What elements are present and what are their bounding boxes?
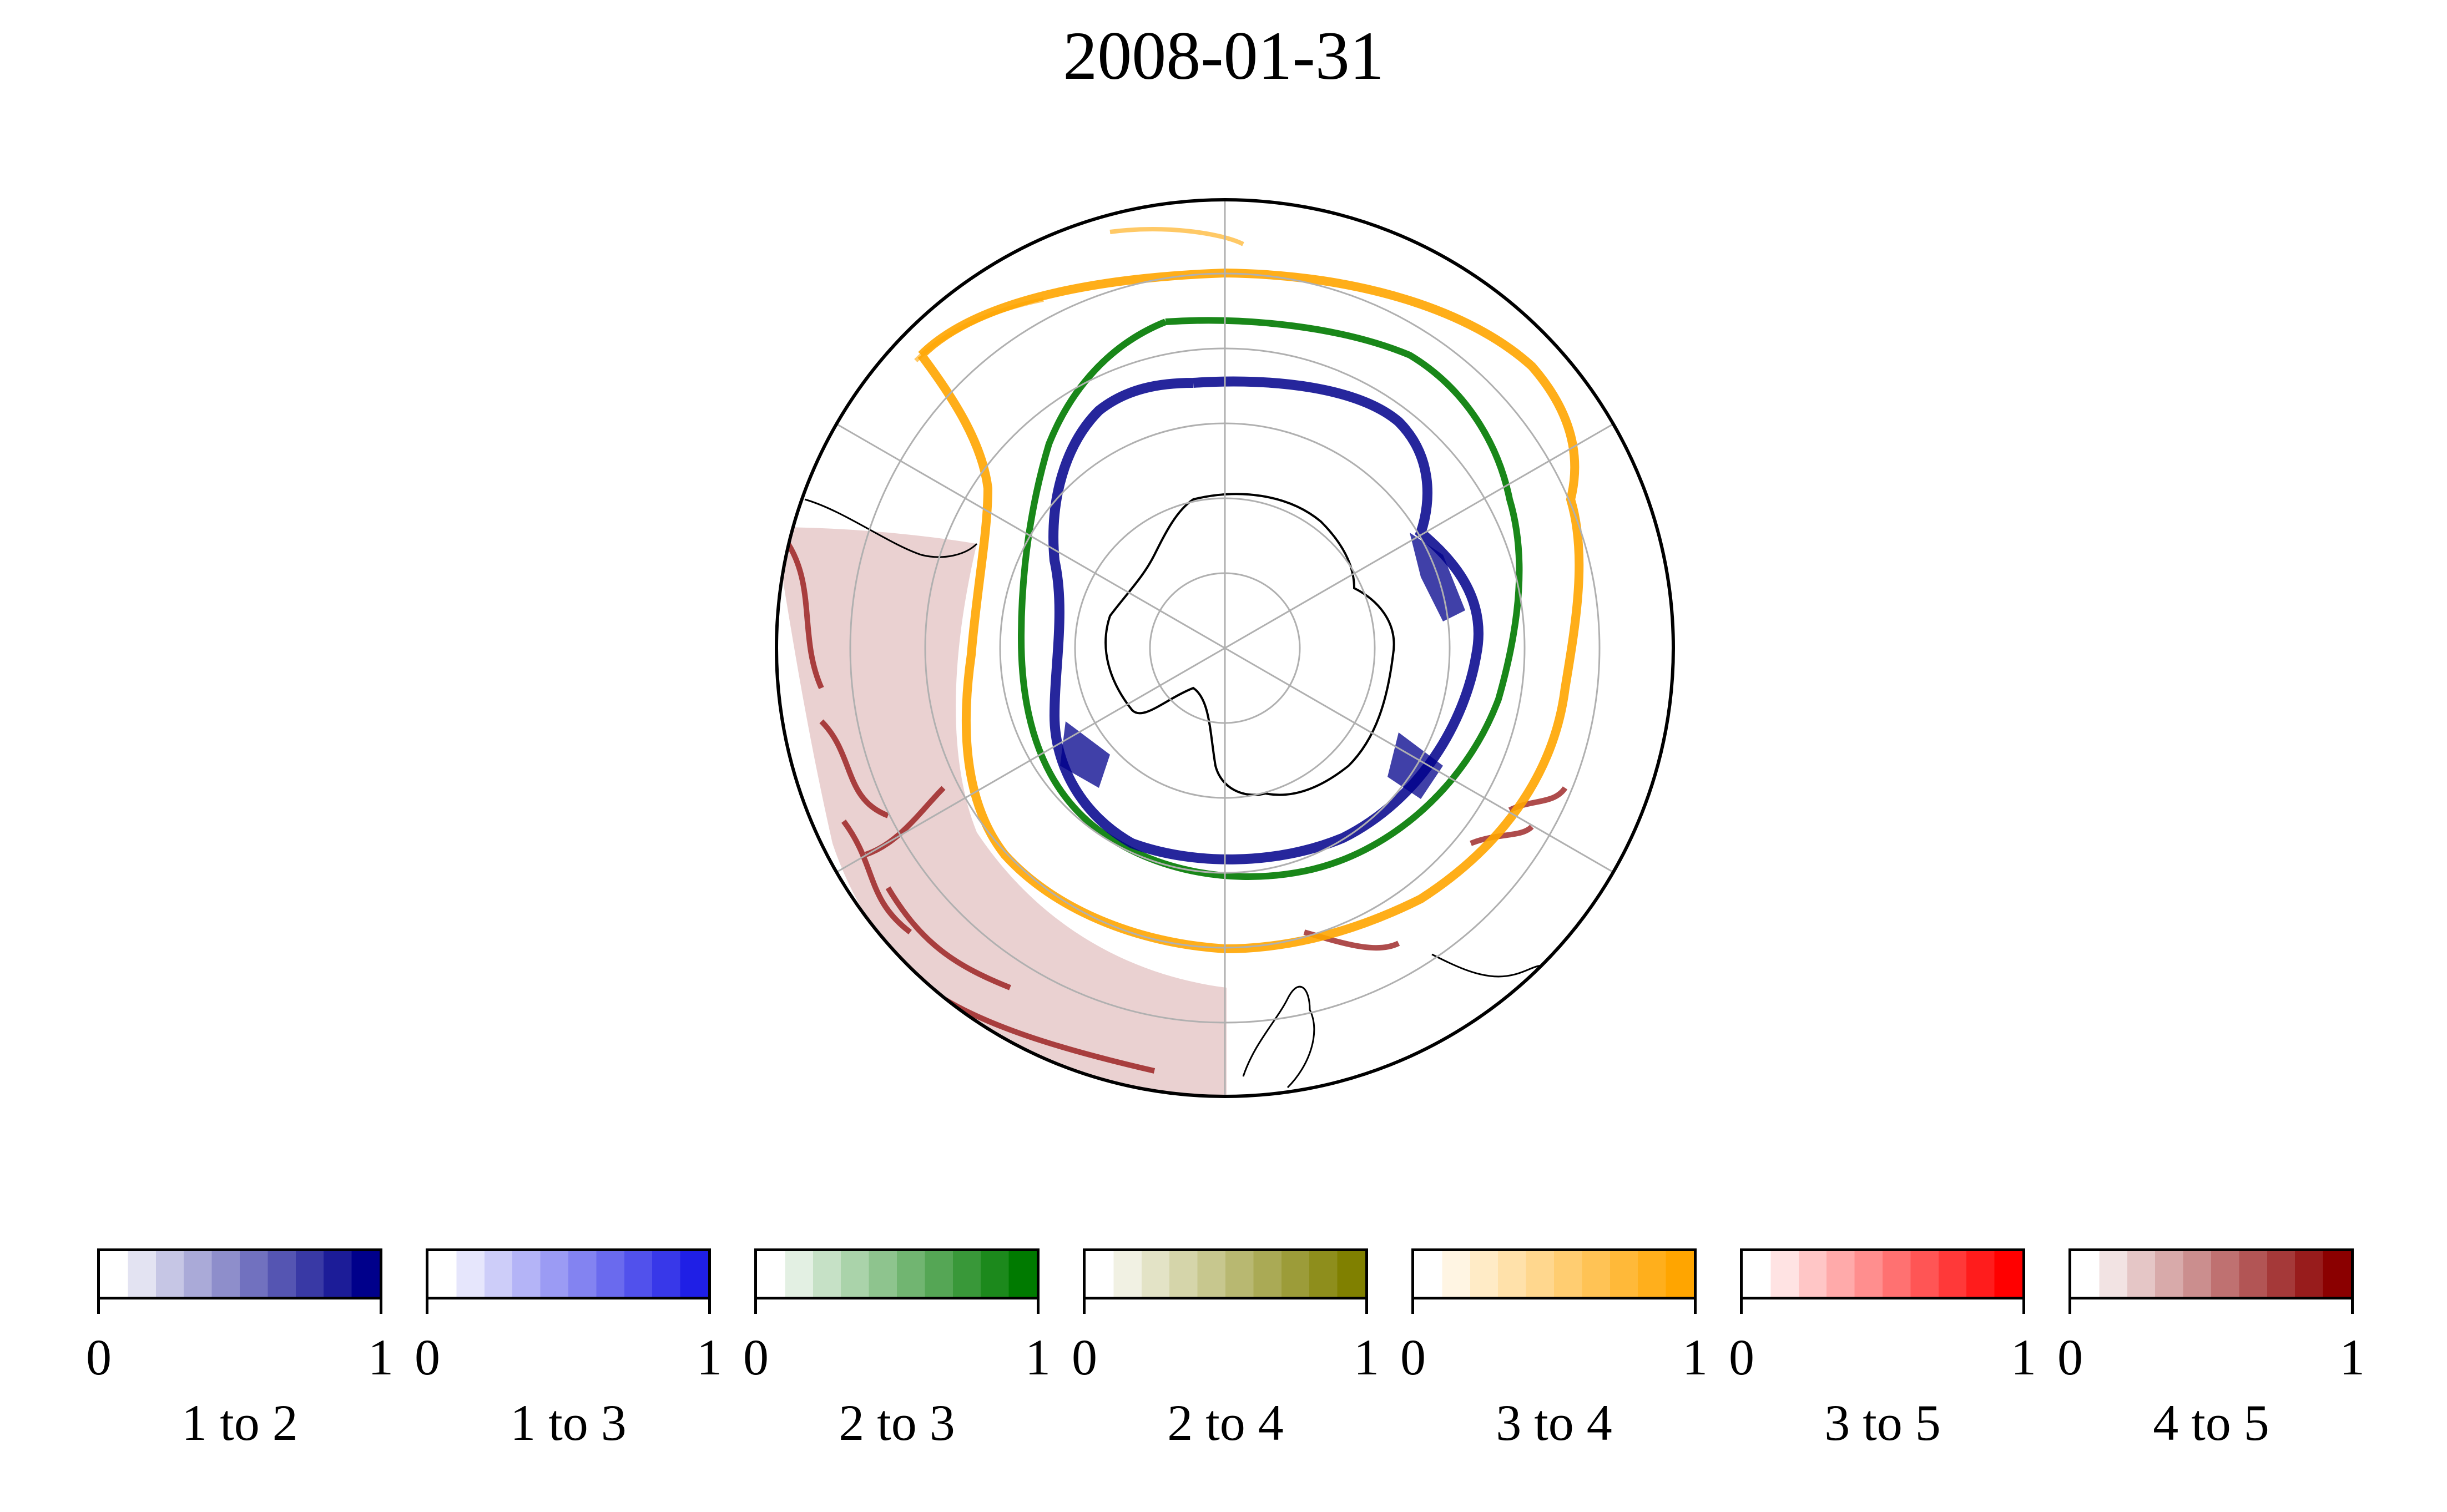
graticule [836,200,1614,1096]
front-1to2-patches [1060,533,1465,799]
map-title: 2008-01-31 [1063,18,1384,94]
colorbar-gradient [426,1248,711,1299]
colorbar-max-label: 1 [368,1329,393,1385]
antarctica-coast [1104,493,1395,796]
colorbar-label: 3 to 4 [1496,1394,1612,1451]
region-4to5-west [776,527,1227,1096]
colorbar-tick [2351,1299,2354,1314]
colorbar-tick [2022,1299,2025,1314]
region-4to5-west-streaks [785,542,1156,1074]
front-2to3 [1017,317,1523,880]
colorbar-tick [1365,1299,1368,1314]
colorbar-max-label: 1 [2339,1329,2365,1385]
colorbar-tick [1694,1299,1697,1314]
colorbar-gradient [97,1248,382,1299]
australia-nz-coast [1242,953,1543,1089]
colorbar-max-label: 1 [2011,1329,2036,1385]
colorbar-min-label: 0 [1729,1329,1754,1385]
colorbar-tick [708,1299,711,1314]
colorbar-max-label: 1 [1025,1329,1051,1385]
colorbar-min-label: 0 [415,1329,440,1385]
colorbar-min-label: 0 [2057,1329,2083,1385]
colorbar-label: 2 to 3 [839,1394,955,1451]
colorbar-gradient [754,1248,1040,1299]
colorbar-label: 3 to 5 [1824,1394,1941,1451]
colorbar-gradient [1083,1248,1368,1299]
colorbar-min-label: 0 [743,1329,769,1385]
front-3to4 [917,268,1584,954]
colorbar-max-label: 1 [697,1329,722,1385]
colorbar-max-label: 1 [1354,1329,1379,1385]
colorbar-tick [1740,1299,1743,1314]
map-content [776,227,1584,1096]
colorbar-tick [426,1299,428,1314]
south-america-coast [804,498,978,558]
colorbar-max-label: 1 [1682,1329,1708,1385]
colorbar-gradient [2068,1248,2354,1299]
colorbar-label: 1 to 2 [181,1394,298,1451]
colorbar-min-label: 0 [86,1329,112,1385]
front-3to4-outer [914,227,1244,362]
colorbar-min-label: 0 [1072,1329,1097,1385]
colorbar-tick [1083,1299,1086,1314]
colorbar-tick [97,1299,100,1314]
map-boundary [775,198,1675,1098]
colorbar-tick [380,1299,382,1314]
colorbar-label: 4 to 5 [2153,1394,2269,1451]
colorbar-tick [1037,1299,1040,1314]
colorbar-min-label: 0 [1400,1329,1426,1385]
colorbar-label: 1 to 3 [510,1394,627,1451]
colorbar-gradient [1740,1248,2025,1299]
colorbar-tick [1411,1299,1414,1314]
front-1to2 [1048,376,1484,864]
colorbar-label: 2 to 4 [1167,1394,1284,1451]
colorbar-tick [754,1299,757,1314]
colorbar-gradient [1411,1248,1697,1299]
colorbar-tick [2068,1299,2071,1314]
